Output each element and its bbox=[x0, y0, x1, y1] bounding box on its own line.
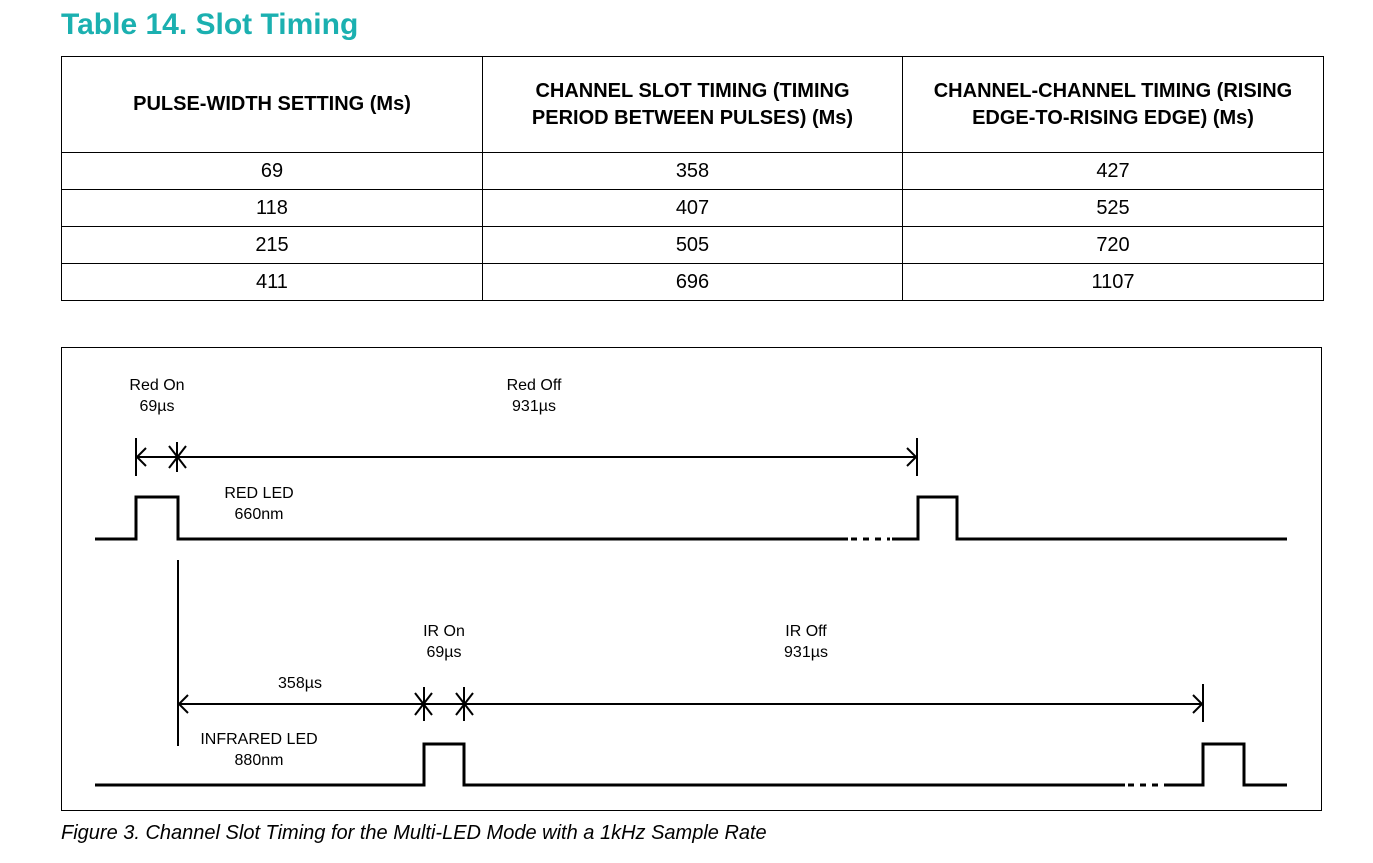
table-row: 215 505 720 bbox=[61, 226, 1324, 264]
table-cell: 427 bbox=[902, 152, 1324, 190]
table-cell: 69 bbox=[61, 152, 483, 190]
table-cell: 720 bbox=[902, 226, 1324, 264]
gap-arrow-left bbox=[177, 694, 189, 714]
ir-led-wavelength: 880nm bbox=[235, 752, 284, 769]
ir-led-label: INFRARED LED bbox=[200, 731, 317, 748]
table-cell: 411 bbox=[61, 263, 483, 301]
ir-on-cross-left bbox=[414, 687, 433, 721]
ir-on-cross-right bbox=[455, 687, 474, 721]
red-on-label: Red On bbox=[129, 377, 184, 394]
red-on-cross bbox=[168, 442, 187, 472]
ir-led-waveform bbox=[95, 742, 1125, 787]
ir-led-waveform-continuation bbox=[1165, 742, 1287, 787]
table-cell: 118 bbox=[61, 189, 483, 227]
table-row: 118 407 525 bbox=[61, 189, 1324, 227]
ir-off-duration: 931µs bbox=[784, 644, 828, 661]
table-cell: 696 bbox=[482, 263, 903, 301]
header-pulse-width: PULSE-WIDTH SETTING (Ms) bbox=[61, 56, 483, 153]
red-led-label: RED LED bbox=[224, 485, 293, 502]
table-header-row: PULSE-WIDTH SETTING (Ms) CHANNEL SLOT TI… bbox=[61, 56, 1324, 153]
table-cell: 1107 bbox=[902, 263, 1324, 301]
timing-diagram-frame bbox=[61, 347, 1322, 811]
ir-off-arrow-right bbox=[1192, 694, 1204, 714]
red-off-arrow-right bbox=[906, 447, 918, 467]
slot-gap-label: 358µs bbox=[278, 675, 322, 692]
table-cell: 525 bbox=[902, 189, 1324, 227]
table-cell: 505 bbox=[482, 226, 903, 264]
table-row: 411 696 1107 bbox=[61, 263, 1324, 301]
slot-timing-table: PULSE-WIDTH SETTING (Ms) CHANNEL SLOT TI… bbox=[61, 56, 1324, 301]
red-on-duration: 69µs bbox=[139, 398, 174, 415]
red-led-waveform-continuation bbox=[892, 495, 1287, 541]
header-channel-slot-timing: CHANNEL SLOT TIMING (TIMING PERIOD BETWE… bbox=[482, 56, 903, 153]
figure-caption: Figure 3. Channel Slot Timing for the Mu… bbox=[61, 822, 767, 844]
red-off-label: Red Off bbox=[507, 377, 562, 394]
ir-on-label: IR On bbox=[423, 623, 465, 640]
ir-off-label: IR Off bbox=[785, 623, 827, 640]
red-on-arrow-left bbox=[135, 447, 147, 467]
table-row: 69 358 427 bbox=[61, 152, 1324, 190]
red-led-waveform bbox=[95, 495, 848, 541]
red-off-duration: 931µs bbox=[512, 398, 556, 415]
ir-on-duration: 69µs bbox=[426, 644, 461, 661]
table-title: Table 14. Slot Timing bbox=[61, 8, 359, 41]
red-led-wavelength: 660nm bbox=[235, 506, 284, 523]
